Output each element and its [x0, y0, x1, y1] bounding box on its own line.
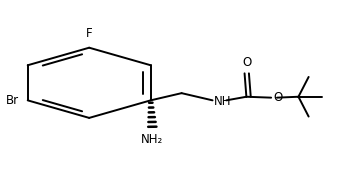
Text: NH: NH	[214, 95, 231, 108]
Text: F: F	[86, 27, 92, 40]
Text: O: O	[273, 91, 282, 104]
Text: O: O	[242, 56, 252, 69]
Text: Br: Br	[5, 94, 19, 107]
Text: NH₂: NH₂	[141, 133, 163, 146]
